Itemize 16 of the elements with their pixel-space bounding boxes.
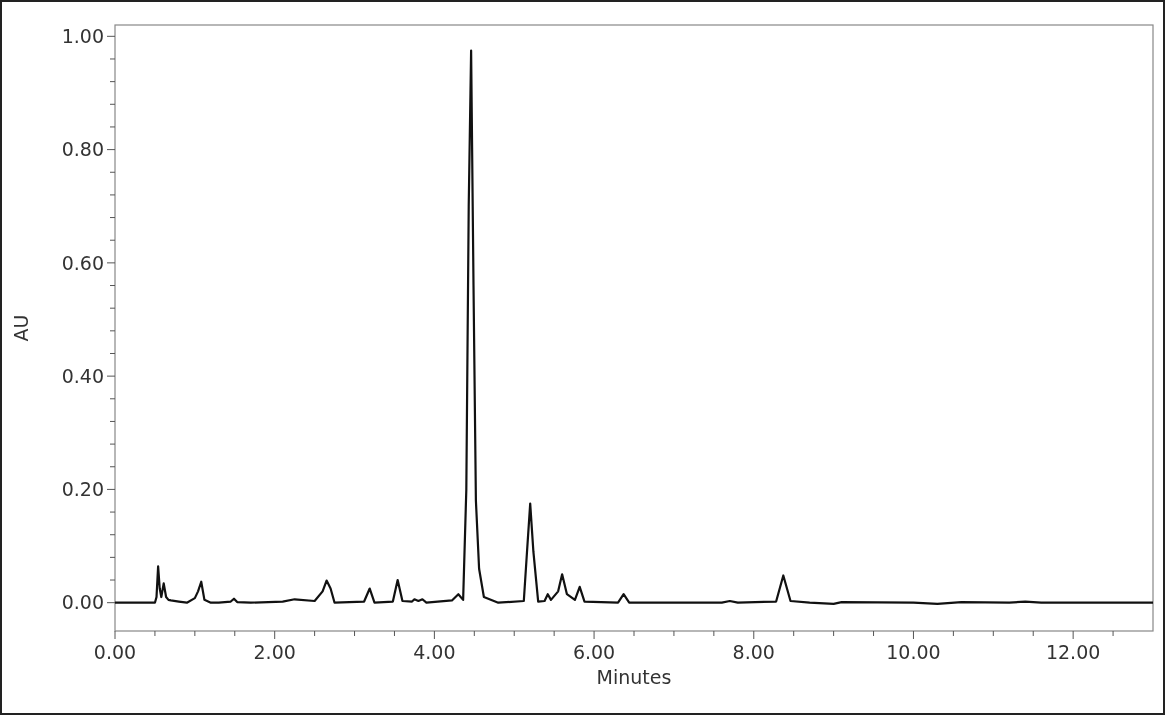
y-tick-label: 0.00: [61, 591, 104, 614]
y-tick-label: 0.40: [61, 364, 104, 387]
x-tick-label: 12.00: [1045, 641, 1101, 663]
x-tick-label: 2.00: [253, 641, 296, 663]
y-tick-label: 0.20: [61, 478, 104, 501]
y-tick-label: 0.80: [61, 138, 104, 161]
x-tick-label: 8.00: [732, 641, 775, 663]
x-tick-label: 6.00: [572, 641, 616, 663]
y-tick-label: 1.00: [61, 24, 104, 47]
line-series: [115, 49, 1153, 605]
y-tick-label: 0.60: [61, 251, 104, 274]
x-tick-label: 0.00: [93, 641, 137, 663]
x-tick-label: 4.00: [413, 641, 456, 663]
x-tick-label: 10.00: [886, 641, 941, 663]
x-axis-title: Minutes: [596, 666, 672, 688]
y-axis-title: AU: [10, 314, 32, 342]
